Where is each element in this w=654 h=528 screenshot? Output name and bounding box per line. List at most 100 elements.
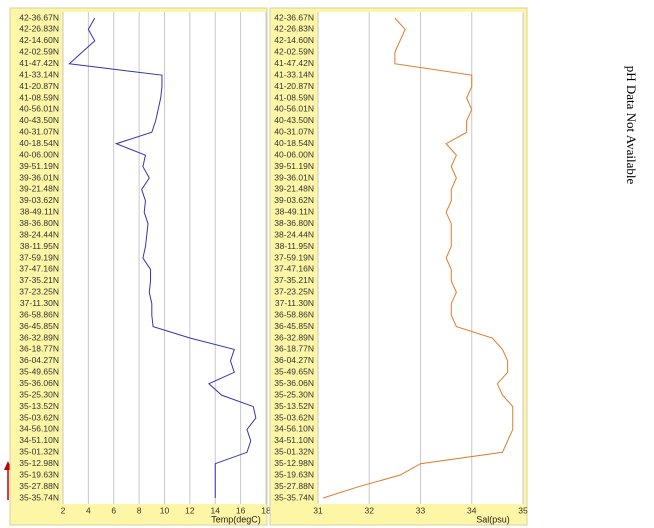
y-tick-label: 36-58.86N xyxy=(274,309,314,319)
y-tick-label: 37-59.19N xyxy=(19,252,59,262)
y-tick-label: 35-27.88N xyxy=(274,481,314,491)
y-tick-label: 39-03.62N xyxy=(274,195,314,205)
x-tick-label: 4 xyxy=(86,505,91,515)
y-tick-label: 37-35.21N xyxy=(19,275,59,285)
y-tick-label: 36-58.86N xyxy=(19,309,59,319)
y-tick-label: 40-43.50N xyxy=(274,115,314,125)
y-tick-label: 41-33.14N xyxy=(274,69,314,79)
y-tick-label: 35-19.63N xyxy=(274,469,314,479)
y-tick-label: 37-47.16N xyxy=(19,264,59,274)
y-tick-label: 37-59.19N xyxy=(274,252,314,262)
y-tick-label: 35-27.88N xyxy=(19,481,59,491)
x-tick-label: 14 xyxy=(211,505,221,515)
y-tick-label: 34-51.10N xyxy=(19,435,59,445)
y-tick-label: 40-06.00N xyxy=(19,149,59,159)
profile-line xyxy=(68,17,257,498)
y-tick-label: 41-47.42N xyxy=(19,58,59,68)
y-tick-label: 34-56.10N xyxy=(274,424,314,434)
y-tick-label: 37-11.30N xyxy=(275,298,314,308)
y-tick-label: 38-49.11N xyxy=(20,207,59,217)
y-tick-label: 42-14.60N xyxy=(274,35,314,45)
y-tick-label: 42-02.59N xyxy=(19,47,59,57)
y-tick-label: 39-51.19N xyxy=(19,161,59,171)
y-tick-label: 42-14.60N xyxy=(19,35,59,45)
y-tick-label: 37-47.16N xyxy=(274,264,314,274)
y-tick-label: 39-03.62N xyxy=(19,195,59,205)
y-tick-label: 35-13.52N xyxy=(274,401,314,411)
x-tick-label: 16 xyxy=(236,505,246,515)
y-tick-label: 35-19.63N xyxy=(19,469,59,479)
y-tick-label: 42-02.59N xyxy=(274,47,314,57)
y-tick-label: 39-21.48N xyxy=(274,184,314,194)
y-tick-label: 35-25.30N xyxy=(274,389,314,399)
x-tick-label: 34 xyxy=(467,505,477,515)
y-tick-label: 38-36.80N xyxy=(274,218,314,228)
y-tick-label: 42-26.83N xyxy=(274,24,314,34)
y-tick-label: 35-01.32N xyxy=(274,447,314,457)
y-tick-label: 34-51.10N xyxy=(274,435,314,445)
y-tick-label: 37-11.30N xyxy=(20,298,59,308)
y-tick-label: 36-04.27N xyxy=(274,355,314,365)
y-tick-label: 39-36.01N xyxy=(274,172,314,182)
y-tick-label: 42-26.83N xyxy=(19,24,59,34)
x-tick-label: 32 xyxy=(365,505,375,515)
y-tick-label: 36-18.77N xyxy=(274,344,314,354)
y-tick-label: 38-49.11N xyxy=(275,207,314,217)
y-tick-label: 39-51.19N xyxy=(274,161,314,171)
y-tick-label: 35-12.98N xyxy=(274,458,314,468)
y-tick-label: 41-47.42N xyxy=(274,58,314,68)
y-tick-label: 35-01.32N xyxy=(19,447,59,457)
x-tick-label: 10 xyxy=(160,505,170,515)
y-tick-label: 35-35.74N xyxy=(19,492,59,502)
y-tick-label: 35-03.62N xyxy=(274,412,314,422)
ph-note: pH Data Not Available xyxy=(624,66,639,185)
y-tick-label: 40-31.07N xyxy=(19,127,59,137)
x-tick-label: 8 xyxy=(137,505,142,515)
x-tick-label: 31 xyxy=(313,505,323,515)
y-tick-label: 35-36.06N xyxy=(19,378,59,388)
y-tick-label: 40-06.00N xyxy=(274,149,314,159)
y-tick-label: 40-31.07N xyxy=(274,127,314,137)
y-tick-label: 34-56.10N xyxy=(19,424,59,434)
y-tick-label: 35-49.65N xyxy=(274,367,314,377)
y-tick-label: 41-08.59N xyxy=(19,92,59,102)
y-tick-label: 40-56.01N xyxy=(19,104,59,114)
x-tick-label: 35 xyxy=(518,505,528,515)
y-tick-label: 37-23.25N xyxy=(274,287,314,297)
y-tick-label: 39-36.01N xyxy=(19,172,59,182)
y-tick-label: 35-03.62N xyxy=(19,412,59,422)
y-tick-label: 35-13.52N xyxy=(19,401,59,411)
y-tick-label: 36-18.77N xyxy=(19,344,59,354)
y-tick-label: 38-24.44N xyxy=(274,229,314,239)
y-tick-label: 36-45.85N xyxy=(274,321,314,331)
y-tick-label: 37-35.21N xyxy=(274,275,314,285)
y-tick-label: 35-12.98N xyxy=(19,458,59,468)
y-tick-label: 36-32.89N xyxy=(274,332,314,342)
y-tick-label: 41-20.87N xyxy=(274,81,314,91)
x-tick-label: 12 xyxy=(185,505,195,515)
y-tick-label: 36-04.27N xyxy=(19,355,59,365)
y-tick-label: 40-43.50N xyxy=(19,115,59,125)
x-axis-label: Sal(psu) xyxy=(476,514,510,524)
x-tick-label: 6 xyxy=(111,505,116,515)
y-tick-label: 40-56.01N xyxy=(274,104,314,114)
y-tick-label: 40-18.54N xyxy=(274,138,314,148)
y-tick-label: 38-36.80N xyxy=(19,218,59,228)
y-tick-label: 35-35.74N xyxy=(274,492,314,502)
y-tick-label: 41-08.59N xyxy=(274,92,314,102)
y-tick-label: 39-21.48N xyxy=(19,184,59,194)
profile-line xyxy=(322,17,514,499)
y-tick-label: 36-45.85N xyxy=(19,321,59,331)
x-tick-label: 18 xyxy=(261,505,271,515)
y-tick-label: 37-23.25N xyxy=(19,287,59,297)
x-tick-label: 33 xyxy=(416,505,426,515)
y-tick-label: 41-20.87N xyxy=(19,81,59,91)
y-tick-label: 38-24.44N xyxy=(19,229,59,239)
y-tick-label: 41-33.14N xyxy=(19,69,59,79)
y-tick-label: 40-18.54N xyxy=(19,138,59,148)
y-tick-label: 36-32.89N xyxy=(19,332,59,342)
y-tick-label: 42-36.67N xyxy=(19,12,59,22)
y-tick-label: 35-49.65N xyxy=(19,367,59,377)
y-tick-label: 35-36.06N xyxy=(274,378,314,388)
